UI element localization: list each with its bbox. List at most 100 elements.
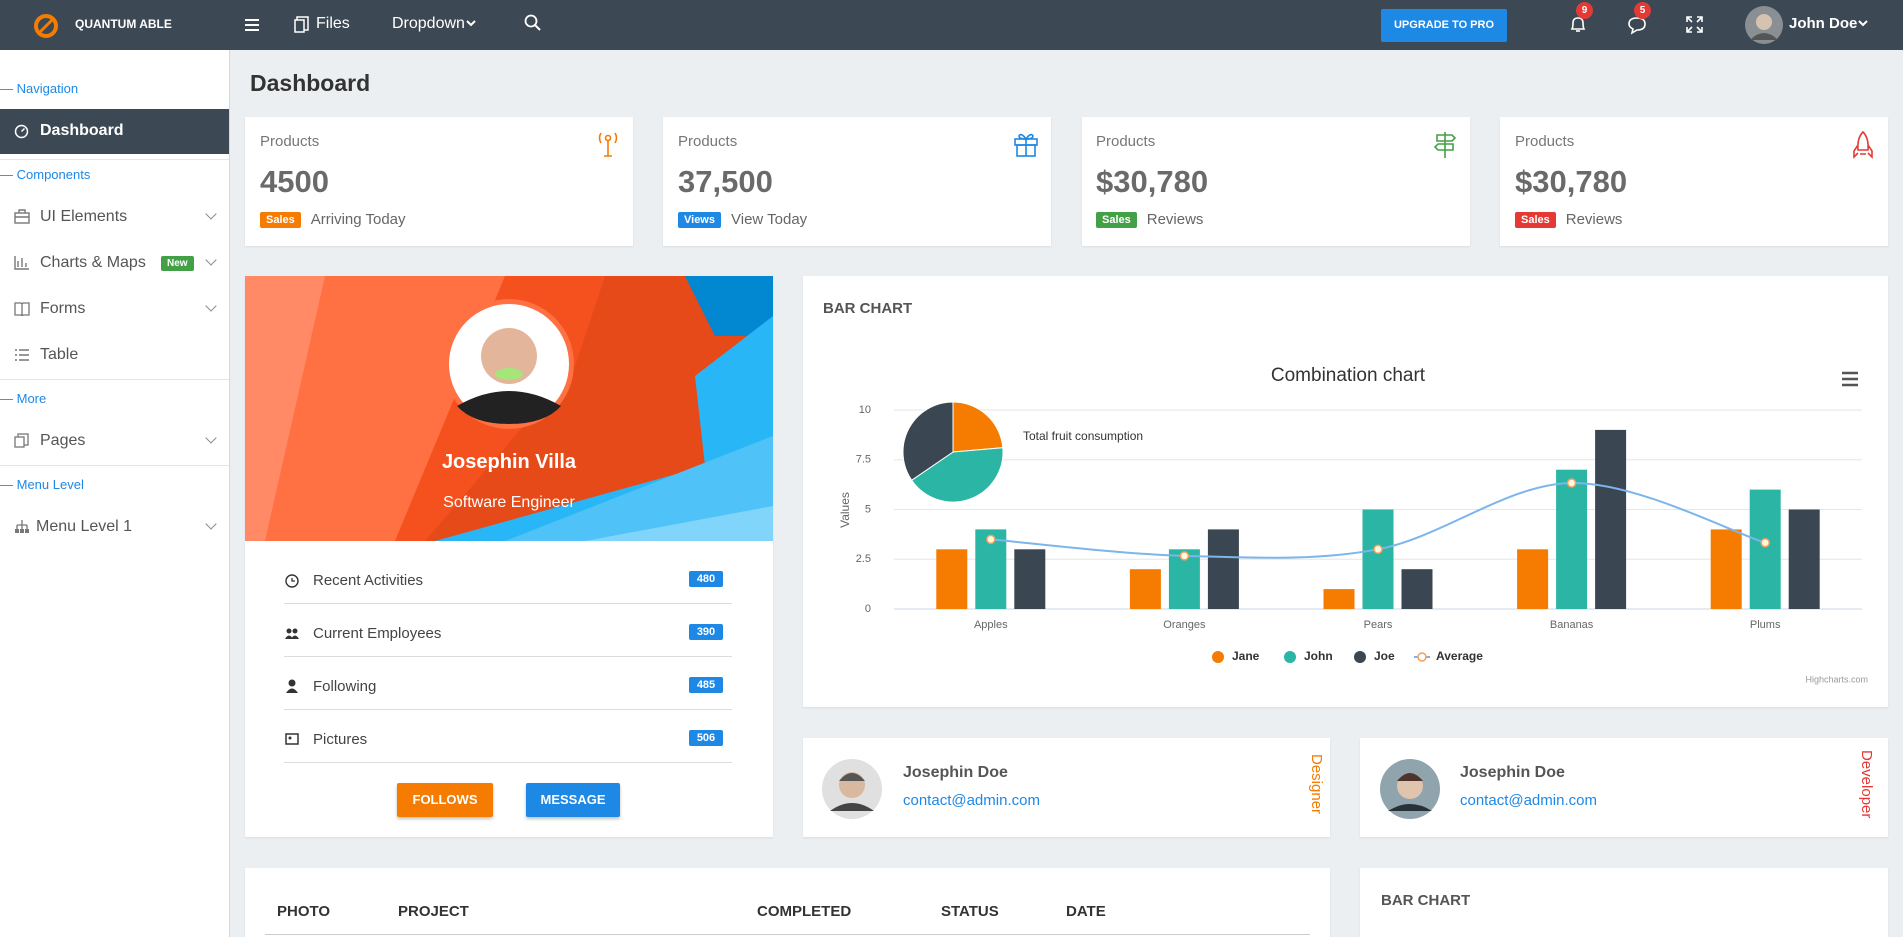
sidebar-item[interactable]: Menu Level 1 [36, 518, 133, 535]
pie-slice [902, 401, 954, 481]
bar [1710, 529, 1742, 609]
legend-label[interactable]: John [1304, 649, 1333, 663]
stat-note: View Today [731, 211, 808, 228]
contact-avatar [822, 759, 882, 819]
card-heading: BAR CHART [823, 300, 913, 317]
x-tick-label: Pears [1364, 619, 1393, 631]
stat-footer: Views View Today [678, 211, 807, 228]
average-point [1566, 478, 1577, 488]
bar [1014, 549, 1046, 609]
stat-value: $30,780 [1096, 164, 1209, 199]
files-link[interactable]: Files [316, 15, 350, 32]
y-tick-label: 5 [865, 503, 871, 515]
table-header: DATE [1066, 903, 1106, 920]
sidebar-item[interactable]: Pages [40, 432, 86, 449]
list-count: 485 [689, 677, 723, 693]
dropdown-link[interactable]: Dropdown [392, 15, 465, 32]
menu-toggle[interactable] [244, 17, 260, 33]
stat-card [663, 117, 1051, 246]
bar [1517, 549, 1549, 609]
stat-footer: Sales Reviews [1096, 211, 1203, 228]
legend-label[interactable]: Joe [1374, 649, 1395, 663]
stat-note: Arriving Today [310, 211, 406, 228]
y-tick-label: 7.5 [856, 454, 871, 466]
sidebar-item[interactable]: Table [40, 346, 79, 363]
bar [1749, 489, 1781, 609]
list-label[interactable]: Current Employees [313, 625, 442, 642]
bar [936, 549, 968, 609]
list-label[interactable]: Following [313, 678, 377, 695]
legend-label[interactable]: Jane [1232, 649, 1260, 663]
user-caret [1858, 20, 1868, 27]
stat-badge: Sales [1515, 211, 1556, 228]
stat-label: Products [678, 133, 738, 150]
menu-level-icon [15, 520, 29, 533]
contact-email[interactable]: contact@admin.com [903, 792, 1040, 809]
contact-email[interactable]: contact@admin.com [1460, 792, 1597, 809]
pie-label: Total fruit consumption [1023, 429, 1143, 443]
table-header: STATUS [941, 903, 999, 920]
combination-chart: Combination chart Values Total fruit con… [838, 365, 1868, 684]
table-header: COMPLETED [757, 903, 852, 920]
bell-icon[interactable] [1569, 15, 1587, 35]
legend-marker [1284, 651, 1296, 663]
user-name[interactable]: John Doe [1789, 15, 1858, 32]
nav-section: Components [0, 167, 91, 182]
stat-value: $30,780 [1515, 164, 1628, 199]
separator [0, 379, 229, 380]
sidebar-item[interactable]: Charts & Maps [40, 254, 146, 271]
card-heading: BAR CHART [1381, 892, 1471, 909]
bar [1323, 589, 1355, 609]
stat-card [245, 117, 633, 246]
rocket-icon [1853, 130, 1873, 159]
signpost-icon [1433, 132, 1457, 158]
upgrade-button[interactable]: UPGRADE TO PRO [1381, 9, 1507, 42]
y-axis-title: Values [838, 492, 852, 528]
new-badge: New [161, 256, 194, 271]
follows-button[interactable]: FOLLOWS [397, 783, 493, 817]
stat-value: 4500 [260, 164, 329, 199]
user-avatar[interactable] [1745, 6, 1783, 44]
chart-credit[interactable]: Highcharts.com [1805, 674, 1868, 684]
top-bar [0, 0, 1903, 50]
sidebar [0, 50, 230, 937]
sidebar-item[interactable]: Dashboard [40, 122, 124, 139]
x-tick-label: Bananas [1550, 619, 1594, 631]
contact-card [803, 738, 1330, 837]
legend-label[interactable]: Average [1436, 649, 1483, 663]
logo-icon [34, 14, 58, 38]
contact-role: Designer [1308, 754, 1325, 815]
divider [284, 762, 732, 763]
sidebar-item[interactable]: Forms [40, 300, 86, 317]
chart-menu[interactable] [1842, 371, 1858, 387]
message-button[interactable]: MESSAGE [526, 783, 620, 817]
table-rule [265, 934, 1310, 935]
y-tick-label: 2.5 [856, 553, 871, 565]
stat-footer: Sales Arriving Today [260, 211, 406, 228]
sidebar-item[interactable]: UI Elements [40, 208, 128, 225]
files-icon [294, 16, 309, 33]
average-point [1373, 544, 1383, 555]
nav-section: More [0, 391, 47, 406]
active-item-bg [0, 109, 229, 154]
list-label[interactable]: Pictures [313, 731, 368, 748]
stat-card [1500, 117, 1888, 246]
profile-banner [245, 276, 773, 541]
brand[interactable]: QUANTUM ABLE [75, 17, 172, 31]
divider [284, 603, 732, 604]
chat-icon[interactable] [1627, 15, 1647, 35]
ui-icon [14, 209, 30, 224]
bar [1207, 529, 1239, 609]
separator [0, 465, 229, 466]
search-icon[interactable] [524, 14, 542, 32]
bar [1401, 569, 1433, 609]
average-point [1760, 537, 1770, 548]
list-label[interactable]: Recent Activities [313, 572, 424, 589]
contact-name: Josephin Doe [903, 764, 1008, 781]
contact-name: Josephin Doe [1460, 764, 1565, 781]
contact-role: Developer [1858, 750, 1875, 819]
stat-card [1082, 117, 1470, 246]
legend-marker [1417, 652, 1427, 662]
fullscreen-icon[interactable] [1686, 16, 1703, 33]
